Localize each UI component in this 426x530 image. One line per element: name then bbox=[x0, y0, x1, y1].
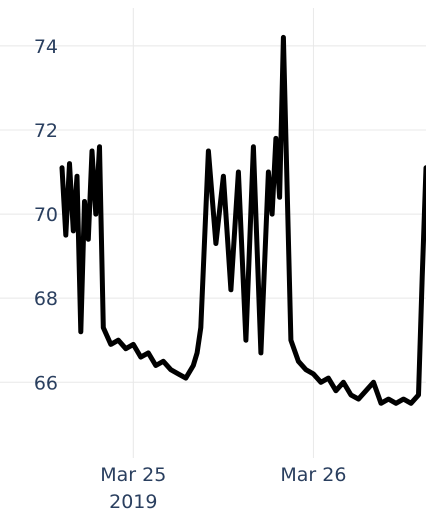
data-point-34 bbox=[266, 170, 271, 174]
data-point-6 bbox=[82, 199, 87, 204]
data-point-4 bbox=[75, 174, 79, 179]
y-tick-label-70: 70 bbox=[34, 204, 58, 226]
data-point-49 bbox=[364, 388, 368, 393]
data-point-36 bbox=[273, 136, 278, 141]
series-group bbox=[59, 34, 426, 406]
data-point-19 bbox=[161, 359, 166, 364]
x-tick-sublabel-0: 2019 bbox=[109, 491, 157, 513]
data-point-51 bbox=[379, 401, 383, 406]
data-point-18 bbox=[153, 363, 158, 368]
data-point-5 bbox=[78, 329, 83, 334]
y-tick-label-68: 68 bbox=[34, 288, 58, 310]
data-point-44 bbox=[326, 376, 331, 381]
data-point-15 bbox=[131, 342, 136, 347]
data-point-53 bbox=[394, 401, 398, 406]
data-point-11 bbox=[101, 325, 106, 330]
data-point-40 bbox=[296, 359, 301, 364]
data-point-1 bbox=[63, 233, 68, 238]
x-tick-label-0: Mar 25 bbox=[100, 464, 166, 486]
data-point-2 bbox=[67, 161, 72, 166]
data-point-14 bbox=[123, 346, 128, 351]
data-point-45 bbox=[333, 388, 338, 393]
data-point-48 bbox=[356, 397, 361, 402]
data-point-12 bbox=[108, 342, 113, 347]
data-point-54 bbox=[401, 397, 406, 402]
data-point-27 bbox=[213, 241, 218, 246]
data-point-57 bbox=[420, 275, 425, 280]
x-axis-ticks: Mar 25 2019 Mar 26 bbox=[100, 464, 346, 513]
data-point-3 bbox=[71, 228, 76, 233]
x-tick-label-1: Mar 26 bbox=[280, 464, 346, 486]
data-point-16 bbox=[138, 355, 143, 360]
data-point-17 bbox=[146, 350, 151, 355]
data-point-25 bbox=[198, 325, 203, 330]
data-point-32 bbox=[251, 144, 256, 149]
data-point-41 bbox=[303, 367, 308, 372]
data-point-24 bbox=[195, 350, 200, 355]
data-point-38 bbox=[281, 35, 286, 40]
data-point-29 bbox=[228, 287, 233, 292]
data-point-33 bbox=[258, 350, 263, 355]
data-point-37 bbox=[277, 195, 282, 200]
data-point-52 bbox=[386, 397, 391, 402]
y-tick-label-72: 72 bbox=[34, 120, 58, 142]
y-axis-ticks: 66 68 70 72 74 bbox=[34, 36, 58, 394]
data-point-47 bbox=[348, 392, 353, 397]
data-point-42 bbox=[311, 371, 316, 376]
data-point-46 bbox=[341, 380, 346, 385]
data-point-13 bbox=[116, 338, 121, 343]
data-point-7 bbox=[86, 237, 91, 242]
data-point-8 bbox=[90, 149, 94, 153]
data-point-30 bbox=[236, 170, 241, 174]
data-point-35 bbox=[270, 212, 275, 217]
data-point-55 bbox=[409, 401, 413, 406]
data-point-23 bbox=[191, 363, 196, 368]
data-point-21 bbox=[176, 371, 181, 376]
data-point-0 bbox=[60, 165, 64, 170]
data-point-10 bbox=[97, 144, 102, 149]
data-point-20 bbox=[168, 367, 173, 372]
data-point-39 bbox=[288, 338, 293, 343]
data-point-28 bbox=[221, 174, 226, 179]
data-point-22 bbox=[183, 376, 188, 381]
series-line-0 bbox=[59, 34, 426, 406]
data-point-43 bbox=[318, 380, 323, 385]
y-tick-label-74: 74 bbox=[34, 36, 58, 58]
data-point-31 bbox=[243, 338, 248, 343]
data-point-9 bbox=[93, 212, 98, 217]
data-point-50 bbox=[371, 380, 376, 385]
data-point-56 bbox=[416, 392, 421, 397]
y-tick-label-66: 66 bbox=[34, 372, 58, 394]
data-point-26 bbox=[206, 149, 211, 153]
